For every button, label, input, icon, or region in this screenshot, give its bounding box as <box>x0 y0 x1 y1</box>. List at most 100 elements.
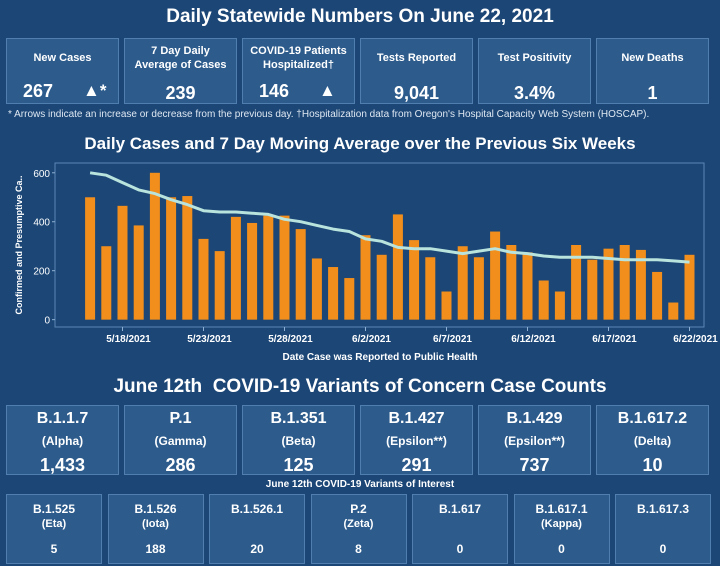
bar <box>668 302 679 320</box>
interest-count: 188 <box>145 542 166 556</box>
bar <box>311 258 322 320</box>
bar <box>538 280 549 320</box>
plot-frame <box>54 162 705 328</box>
stat-arrow: ▲ <box>319 81 336 100</box>
bar <box>409 240 420 320</box>
stat-arrow: ▲* <box>83 81 107 100</box>
footnote: * Arrows indicate an increase or decreas… <box>8 109 650 120</box>
variant-card: B.1.1.7 (Alpha) 1,433 <box>6 405 119 475</box>
variant-count: 10 <box>642 455 663 475</box>
moving-average-line <box>89 171 690 264</box>
stat-label: New Deaths <box>621 52 684 64</box>
variant-count: 286 <box>165 455 196 475</box>
x-axis-title: Date Case was Reported to Public Health <box>282 352 477 363</box>
bar <box>441 291 452 320</box>
stat-label: New Cases <box>33 52 92 64</box>
x-tick-label: 6/12/2021 <box>511 334 556 345</box>
interest-name: P.2 <box>350 502 367 516</box>
x-tick-label: 6/2/2021 <box>352 334 391 345</box>
bar <box>652 271 663 320</box>
bar <box>522 252 533 320</box>
interest-name: B.1.617 <box>438 502 482 516</box>
interest-alias: (Eta) <box>41 518 67 530</box>
variant-name: P.1 <box>169 410 192 427</box>
bar <box>328 267 339 320</box>
variant-card: B.1.351 (Beta) 125 <box>242 405 355 475</box>
bar <box>214 251 225 320</box>
bar <box>684 254 695 320</box>
interest-name: B.1.525 <box>32 502 76 516</box>
bar <box>117 205 128 320</box>
bar <box>571 245 582 320</box>
interest-alias: (Iota) <box>142 518 169 530</box>
bar <box>182 196 193 320</box>
variant-count: 291 <box>401 455 432 475</box>
x-tick-label: 6/22/2021 <box>673 334 718 345</box>
interest-card: B.1.617.3 0 <box>615 494 711 564</box>
chart: 0 200 400 600 5/18/2021 5/23/2021 5/28/2021 6/2… <box>14 162 718 363</box>
variant-name: B.1.429 <box>506 410 563 427</box>
stat-value: 1 <box>647 83 658 103</box>
stat-value: 3.4% <box>513 83 556 103</box>
bar <box>295 229 306 320</box>
variant-name: B.1.1.7 <box>36 410 89 427</box>
interest-name: B.1.526.1 <box>230 502 284 516</box>
bar <box>263 215 274 320</box>
bar <box>587 259 598 320</box>
x-tick-label: 6/7/2021 <box>433 334 472 345</box>
bar <box>344 278 355 320</box>
bar <box>376 254 387 320</box>
y-axis-title: Confirmed and Presumptive Ca.. <box>14 175 24 314</box>
stat-card: Test Positivity 3.4% <box>478 38 591 104</box>
y-tick-label: 0 <box>44 316 50 327</box>
interest-count: 0 <box>659 542 667 556</box>
interest-count: 0 <box>456 542 464 556</box>
stat-card: 7 Day Daily Average of Cases 239 <box>124 38 237 104</box>
bar <box>457 246 468 320</box>
variant-count: 737 <box>519 455 550 475</box>
bar <box>490 231 501 320</box>
variant-alias: (Gamma) <box>154 434 207 448</box>
bar <box>149 172 160 320</box>
variant-alias: (Epsilon**) <box>386 434 447 448</box>
bar <box>473 257 484 320</box>
bar <box>635 249 646 320</box>
bar <box>198 238 209 320</box>
stat-label: COVID-19 Patients Hospitalized† <box>250 45 347 71</box>
interest-name: B.1.617.3 <box>636 502 690 516</box>
interest-card: B.1.525 (Eta) 5 <box>6 494 102 564</box>
x-tick-label: 5/28/2021 <box>268 334 313 345</box>
interest-count: 5 <box>50 542 58 556</box>
bar <box>166 197 177 320</box>
interest-card: B.1.617.1 (Kappa) 0 <box>513 494 610 564</box>
variant-card: B.1.429 (Epsilon**) 737 <box>478 405 591 475</box>
stat-value: 267 <box>23 81 54 101</box>
interest-card: B.1.617 0 <box>412 494 508 564</box>
interest-alias: (Kappa) <box>541 518 582 530</box>
bar <box>619 245 630 320</box>
variant-card: P.1 (Gamma) 286 <box>124 405 237 475</box>
variant-name: B.1.351 <box>270 410 327 427</box>
bar <box>133 225 144 320</box>
variant-alias: (Alpha) <box>41 434 84 448</box>
bar <box>279 215 290 320</box>
variant-name: B.1.617.2 <box>617 410 688 427</box>
interest-count: 20 <box>250 542 264 556</box>
y-tick-label: 200 <box>33 267 50 278</box>
bar <box>554 291 565 320</box>
y-tick-label: 400 <box>33 218 50 229</box>
chart-title: Daily Cases and 7 Day Moving Average ove… <box>84 134 636 153</box>
variants-title: June 12th COVID-19 Variants of Concern C… <box>113 376 607 397</box>
stat-label: 7 Day Daily Average of Cases <box>134 45 227 71</box>
interest-card: B.1.526.1 20 <box>209 494 305 564</box>
interest-count: 8 <box>355 542 362 556</box>
variant-alias: (Epsilon**) <box>504 434 565 448</box>
interest-card: B.1.526 (Iota) 188 <box>107 494 204 564</box>
interest-card: P.2 (Zeta) 8 <box>310 494 407 564</box>
bar <box>425 257 436 320</box>
stat-card: Tests Reported 9,041 <box>360 38 473 104</box>
bar <box>603 248 614 320</box>
x-tick-label: 6/17/2021 <box>592 334 637 345</box>
bar <box>247 222 258 320</box>
